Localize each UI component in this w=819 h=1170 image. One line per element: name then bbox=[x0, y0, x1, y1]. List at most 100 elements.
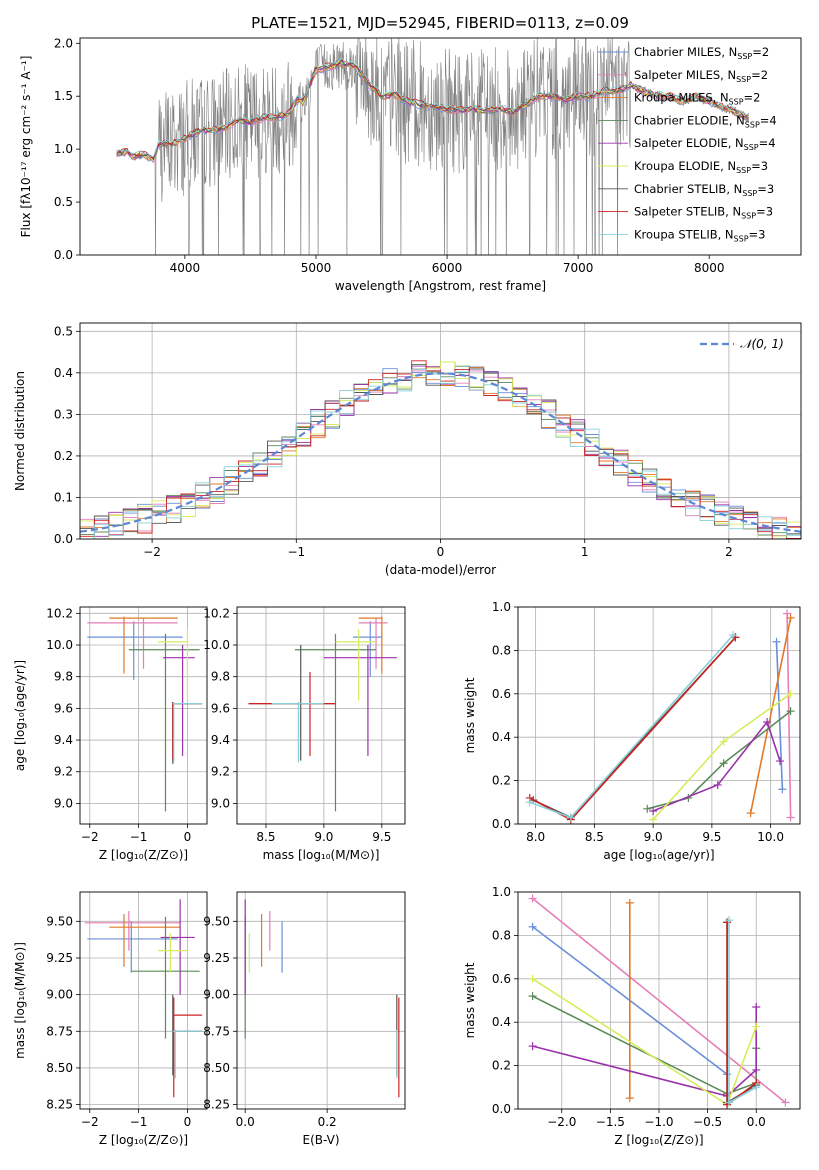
y-tick-label: 0.4 bbox=[492, 730, 511, 744]
legend-base: Chabrier MILES, N bbox=[634, 45, 737, 59]
axes-frame bbox=[236, 891, 406, 1110]
x-tick-label: 7000 bbox=[563, 261, 594, 275]
x-tick-label: 9.5 bbox=[702, 830, 721, 844]
y-tick-label: 8.75 bbox=[46, 1024, 73, 1038]
x-tick-label: −2.0 bbox=[547, 1115, 576, 1129]
axes-frame bbox=[79, 606, 208, 825]
y-tick-label: 9.50 bbox=[46, 914, 73, 928]
x-tick-label: −2 bbox=[81, 830, 99, 844]
plot-area bbox=[116, 38, 749, 255]
x-tick-label: −1.5 bbox=[596, 1115, 625, 1129]
legend-base: Salpeter ELODIE, N bbox=[634, 136, 744, 150]
weight-series-kroupa-elodie bbox=[528, 974, 761, 1109]
panel-weight_vs_age: 8.0 8.5 9.0 9.5 10.0 0.0 0.2 0.4 0.6 0.8 1.0 age [l… bbox=[463, 600, 801, 862]
panel-spectrum: 4000 5000 6000 7000 8000 0.0 0.5 1.0 1.5 2.0 wavel… bbox=[19, 36, 802, 293]
y-tick-label: 1.0 bbox=[492, 885, 511, 899]
y-axis-label: mass weight bbox=[463, 962, 477, 1038]
y-tick-label: 10.2 bbox=[46, 606, 73, 620]
weight-line bbox=[529, 634, 734, 819]
histogram-kroupa-stelib bbox=[80, 368, 801, 539]
y-tick-label: 8.25 bbox=[203, 1098, 230, 1112]
figure-title: PLATE=1521, MJD=52945, FIBERID=0113, z=0… bbox=[251, 14, 629, 32]
weight-marker bbox=[713, 780, 722, 789]
plot-area bbox=[80, 360, 801, 539]
errorbar-salpeter-miles bbox=[87, 618, 178, 669]
weight-series-chabrier-stelib bbox=[529, 633, 740, 822]
weight-marker bbox=[781, 1098, 790, 1107]
x-tick-label: −1 bbox=[130, 830, 148, 844]
weight-marker bbox=[528, 974, 537, 983]
weight-line bbox=[726, 922, 757, 1107]
axes-frame bbox=[79, 322, 802, 540]
normal-curve bbox=[80, 372, 801, 533]
weight-marker bbox=[566, 813, 575, 822]
weight-line bbox=[532, 897, 786, 1104]
legend-label: Chabrier MILES, NSSP=2 bbox=[634, 45, 769, 61]
x-tick-label: −2 bbox=[143, 545, 161, 559]
plot-area bbox=[84, 899, 203, 1098]
errorbar-kroupa-stelib bbox=[172, 702, 203, 763]
legend-tail: =3 bbox=[749, 227, 766, 241]
legend-base: Kroupa ELODIE, N bbox=[634, 159, 736, 173]
weight-marker bbox=[763, 718, 772, 727]
y-tick-label: 10.0 bbox=[46, 638, 73, 652]
x-tick-label: 0 bbox=[184, 1115, 192, 1129]
y-tick-label: 0.0 bbox=[54, 248, 73, 262]
axes-frame bbox=[79, 37, 802, 256]
y-tick-label: 0.8 bbox=[492, 643, 511, 657]
legend-base: Chabrier STELIB, N bbox=[634, 182, 742, 196]
y-tick-label: 8.50 bbox=[46, 1061, 73, 1075]
legend-label: Chabrier ELODIE, NSSP=4 bbox=[634, 113, 777, 129]
errorbar-salpeter-miles bbox=[358, 618, 388, 669]
weight-line bbox=[652, 720, 781, 812]
errorbar-salpeter-elodie bbox=[160, 899, 195, 995]
legend-label: Salpeter MILES, NSSP=2 bbox=[634, 68, 768, 84]
y-tick-label: 10.2 bbox=[203, 606, 230, 620]
plot-area bbox=[528, 894, 790, 1109]
weight-marker bbox=[778, 785, 787, 794]
errorbar-salpeter-elodie bbox=[323, 645, 397, 756]
y-tick-label: 0.1 bbox=[54, 490, 73, 504]
weight-marker bbox=[786, 689, 795, 698]
y-tick-label: 0.4 bbox=[54, 366, 73, 380]
y-tick-label: 8.25 bbox=[46, 1098, 73, 1112]
weight-marker bbox=[625, 1094, 634, 1103]
y-tick-label: 2.0 bbox=[54, 36, 73, 50]
y-axis-label: mass weight bbox=[463, 677, 477, 753]
x-tick-label: 0 bbox=[437, 545, 445, 559]
weight-marker bbox=[776, 757, 785, 766]
y-tick-label: 0.2 bbox=[54, 449, 73, 463]
x-tick-label: 9.0 bbox=[644, 830, 663, 844]
errorbar-salpeter-stelib bbox=[248, 671, 336, 756]
x-tick-label: −2 bbox=[81, 1115, 99, 1129]
legend-sub: SSP bbox=[741, 212, 756, 221]
weight-marker bbox=[643, 804, 652, 813]
x-axis-label: wavelength [Angstrom, rest frame] bbox=[335, 279, 546, 293]
weight-marker bbox=[725, 916, 734, 925]
x-tick-label: −1 bbox=[130, 1115, 148, 1129]
legend-tail: =2 bbox=[751, 68, 768, 82]
weight-marker bbox=[786, 813, 795, 822]
x-tick-label: −1.0 bbox=[644, 1115, 673, 1129]
weight-marker bbox=[746, 809, 755, 818]
errorbar-salpeter-elodie bbox=[163, 645, 195, 756]
y-tick-label: 9.8 bbox=[54, 670, 73, 684]
weight-marker bbox=[528, 922, 537, 931]
x-tick-label: 9.0 bbox=[314, 830, 333, 844]
legend-label: Kroupa STELIB, NSSP=3 bbox=[634, 227, 765, 243]
legend-sub: SSP bbox=[734, 234, 749, 243]
legend-tail: =2 bbox=[744, 91, 761, 105]
legend-base: Kroupa MILES, N bbox=[634, 91, 729, 105]
legend-tail: =3 bbox=[756, 205, 773, 219]
y-tick-label: 9.4 bbox=[211, 733, 230, 747]
weight-marker bbox=[752, 1083, 761, 1092]
weight-series-chabrier-elodie bbox=[643, 707, 795, 813]
weight-series-kroupa-miles bbox=[746, 613, 795, 818]
y-tick-label: 8.75 bbox=[203, 1024, 230, 1038]
errorbar-kroupa-miles bbox=[109, 913, 181, 967]
errorbar-chabrier-miles bbox=[87, 621, 183, 680]
errorbar-chabrier-miles bbox=[352, 621, 382, 677]
legend-label: Kroupa ELODIE, NSSP=3 bbox=[634, 159, 768, 175]
weight-marker bbox=[528, 1042, 537, 1051]
